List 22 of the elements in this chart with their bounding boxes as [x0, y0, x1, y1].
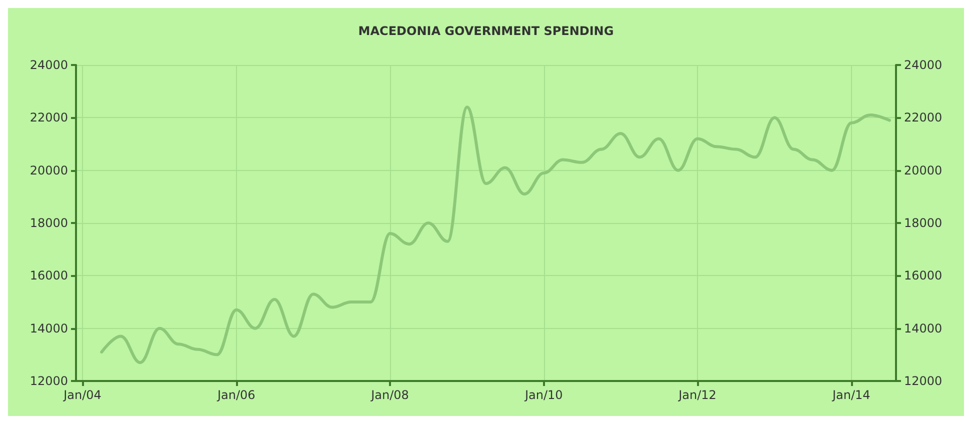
y2-tick-label: 24000: [904, 58, 942, 72]
chart-title: MACEDONIA GOVERNMENT SPENDING: [358, 24, 614, 38]
y-tick-label: 24000: [30, 58, 68, 72]
y-tick-label: 12000: [30, 374, 68, 388]
line-series: [100, 106, 891, 364]
y-tick-label: 22000: [30, 110, 68, 125]
y-tick-label: 20000: [30, 163, 68, 178]
y2-tick-label: 14000: [904, 321, 942, 336]
y-tick-label: 14000: [30, 321, 68, 336]
y2-tick-label: 20000: [904, 163, 942, 178]
y2-tick-label: 22000: [904, 110, 942, 125]
y2-tick-label: 16000: [904, 268, 942, 283]
y2-tick-label: 18000: [904, 216, 942, 230]
y2-tick-label: 12000: [904, 374, 942, 388]
y-tick-label: 16000: [30, 268, 68, 283]
x-tick-label: Jan/08: [370, 388, 409, 402]
x-tick-label: Jan/10: [524, 388, 563, 402]
x-tick-label: Jan/14: [831, 388, 870, 402]
y-tick-label: 18000: [30, 216, 68, 230]
x-tick-label: Jan/04: [62, 388, 102, 402]
x-tick-label: Jan/06: [216, 388, 256, 402]
x-tick-label: Jan/12: [678, 388, 716, 402]
